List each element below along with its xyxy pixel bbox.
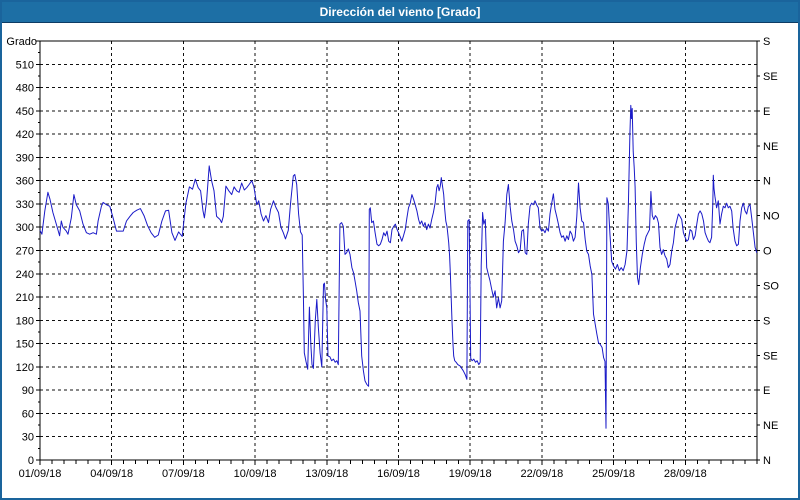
y-axis-tick-label: 60 — [22, 408, 34, 420]
window-title: Dirección del viento [Grado] — [319, 5, 481, 19]
y-axis-tick-label: 0 — [28, 455, 34, 467]
y-axis-tick-label: 120 — [16, 362, 34, 374]
x-axis-date-label: 16/09/18 — [377, 468, 420, 480]
compass-tick-label: SE — [763, 350, 778, 362]
y-axis-tick-label: 360 — [16, 176, 34, 188]
y-axis-tick-label: 420 — [16, 129, 34, 141]
x-axis-date-label: 19/09/18 — [449, 468, 492, 480]
x-axis-date-label: 04/09/18 — [90, 468, 133, 480]
y-axis-tick-label: 30 — [22, 432, 34, 444]
x-axis-date-label: 22/09/18 — [520, 468, 563, 480]
y-axis-tick-label: 270 — [16, 246, 34, 258]
y-axis-tick-label: 240 — [16, 269, 34, 281]
compass-tick-label: E — [763, 385, 770, 397]
y-axis-tick-label: 390 — [16, 152, 34, 164]
y-axis-tick-label: 330 — [16, 199, 34, 211]
compass-tick-label: S — [763, 315, 770, 327]
compass-tick-label: N — [763, 176, 771, 188]
compass-tick-label: SO — [763, 280, 779, 292]
x-axis-date-label: 25/09/18 — [592, 468, 635, 480]
compass-tick-label: NO — [763, 211, 780, 223]
chart-area: 0 30 60 90 120 150 180 210 240 270 300 330 360 390 420… — [2, 23, 798, 498]
y-axis-tick-label: 300 — [16, 222, 34, 234]
compass-tick-label: NE — [763, 420, 778, 432]
compass-tick-label: N — [763, 455, 771, 467]
x-axis-date-label: 13/09/18 — [305, 468, 348, 480]
x-axis-date-label: 28/09/18 — [664, 468, 707, 480]
compass-tick-label: SE — [763, 71, 778, 83]
x-axis-date-label: 07/09/18 — [162, 468, 205, 480]
wind-direction-series — [39, 104, 758, 429]
wind-direction-chart: 0 30 60 90 120 150 180 210 240 270 300 330 360 390 420… — [6, 36, 780, 480]
compass-tick-label: NE — [763, 141, 778, 153]
compass-tick-label: S — [763, 36, 770, 48]
x-axis-date-label: 10/09/18 — [234, 468, 277, 480]
y-axis-tick-label: 90 — [22, 385, 34, 397]
compass-tick-label: O — [763, 246, 772, 258]
y-axis-tick-label: 210 — [16, 292, 34, 304]
y-axis-title: Grado — [6, 36, 37, 48]
y-axis-tick-label: 150 — [16, 339, 34, 351]
window-title-bar: Dirección del viento [Grado] — [2, 2, 798, 23]
y-axis-tick-label: 510 — [16, 59, 34, 71]
y-axis-tick-label: 450 — [16, 106, 34, 118]
compass-tick-label: E — [763, 106, 770, 118]
y-axis-tick-label: 480 — [16, 83, 34, 95]
x-axis-date-label: 01/09/18 — [19, 468, 62, 480]
y-axis-tick-label: 180 — [16, 315, 34, 327]
